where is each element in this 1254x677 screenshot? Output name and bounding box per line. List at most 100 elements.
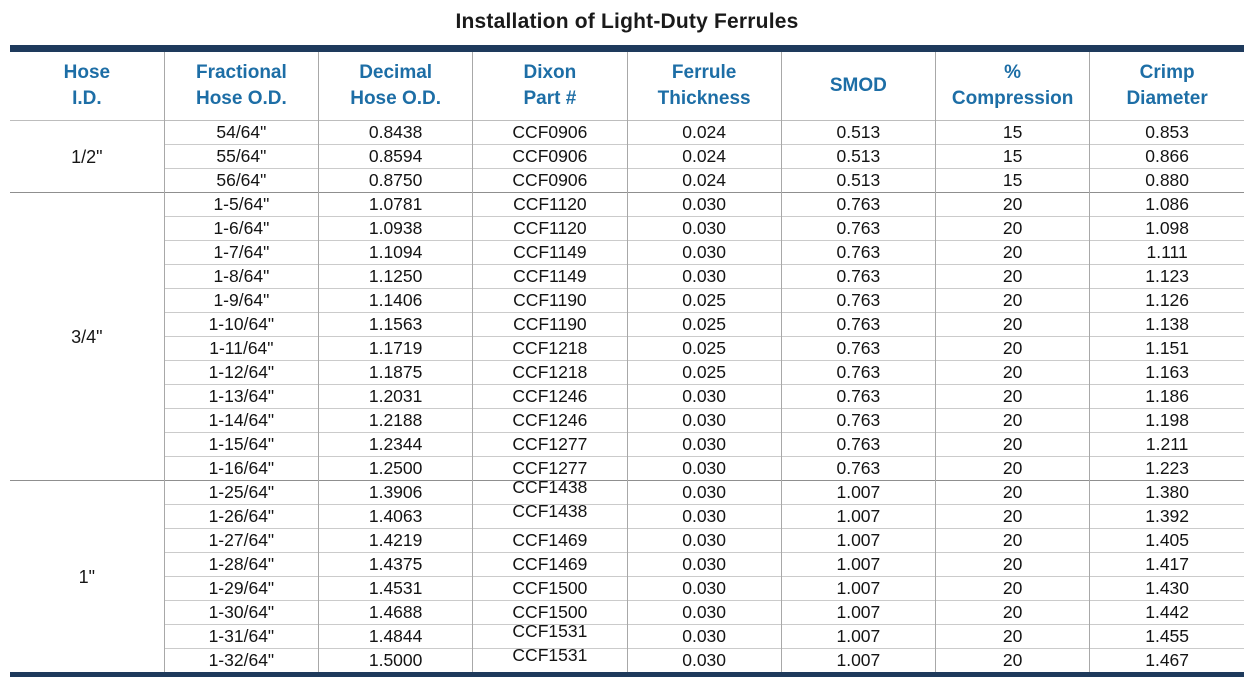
cell-fractional-hose-od: 56/64" [164, 168, 320, 193]
cell-smod: 0.763 [781, 432, 937, 457]
cell-ferrule-thickness: 0.024 [627, 144, 782, 169]
cell-crimp-diameter: 1.086 [1089, 192, 1244, 217]
cell-fractional-hose-od: 1-6/64" [164, 216, 320, 241]
cell-smod: 0.763 [781, 264, 937, 289]
cell-percent-compression: 15 [935, 120, 1091, 145]
table-row: 1-28/64" 1.4375 CCF1469 0.030 1.007 20 1.417 [10, 552, 1244, 577]
cell-smod: 1.007 [781, 552, 937, 577]
cell-ferrule-thickness: 0.030 [627, 456, 782, 481]
cell-dixon-part: CCF0906 [472, 168, 628, 193]
cell-dixon-part: CCF1469 [472, 552, 628, 577]
table-row: 1-32/64" 1.5000 CCF1531 0.030 1.007 20 1.467 [10, 648, 1244, 673]
cell-smod: 0.513 [781, 144, 937, 169]
cell-decimal-hose-od: 0.8438 [318, 120, 474, 145]
cell-ferrule-thickness: 0.030 [627, 576, 782, 601]
cell-smod: 0.763 [781, 384, 937, 409]
cell-dixon-part: CCF0906 [472, 120, 628, 145]
cell-fractional-hose-od: 1-29/64" [164, 576, 320, 601]
dixon-part-raised-text: CCF1531 [512, 648, 588, 666]
cell-ferrule-thickness: 0.024 [627, 168, 782, 193]
cell-ferrule-thickness: 0.030 [627, 552, 782, 577]
cell-fractional-hose-od: 1-12/64" [164, 360, 320, 385]
cell-decimal-hose-od: 0.8594 [318, 144, 474, 169]
cell-decimal-hose-od: 1.4531 [318, 576, 474, 601]
cell-ferrule-thickness: 0.030 [627, 384, 782, 409]
cell-smod: 1.007 [781, 576, 937, 601]
table-row: 1-15/64" 1.2344 CCF1277 0.030 0.763 20 1.211 [10, 432, 1244, 457]
cell-fractional-hose-od: 1-14/64" [164, 408, 320, 433]
cell-ferrule-thickness: 0.030 [627, 624, 782, 649]
table-row: 1-12/64" 1.1875 CCF1218 0.025 0.763 20 1.163 [10, 360, 1244, 385]
cell-smod: 1.007 [781, 624, 937, 649]
header-cell-crimp-diameter: Crimp Diameter [1126, 62, 1208, 109]
cell-dixon-part: CCF1190 [472, 312, 628, 337]
table-top-rule [10, 45, 1244, 52]
cell-percent-compression: 20 [935, 600, 1091, 625]
cell-ferrule-thickness: 0.030 [627, 216, 782, 241]
cell-fractional-hose-od: 55/64" [164, 144, 320, 169]
cell-ferrule-thickness: 0.030 [627, 528, 782, 553]
cell-decimal-hose-od: 1.2188 [318, 408, 474, 433]
cell-hose-id: 1" [10, 480, 165, 673]
cell-crimp-diameter: 1.380 [1089, 480, 1244, 505]
cell-crimp-diameter: 1.455 [1089, 624, 1244, 649]
cell-dixon-part: CCF1469 [472, 528, 628, 553]
cell-dixon-part: CCF1149 [472, 264, 628, 289]
cell-ferrule-thickness: 0.030 [627, 600, 782, 625]
dixon-part-raised-text: CCF1438 [512, 504, 588, 522]
table-row: 1-26/64" 1.4063 CCF1438 0.030 1.007 20 1.392 [10, 504, 1244, 529]
cell-crimp-diameter: 1.223 [1089, 456, 1244, 481]
table-row: 1-13/64" 1.2031 CCF1246 0.030 0.763 20 1.186 [10, 384, 1244, 409]
cell-ferrule-thickness: 0.025 [627, 360, 782, 385]
cell-smod: 1.007 [781, 648, 937, 673]
table-header: Hose I.D. Fractional Hose O.D. Decimal Hos… [10, 52, 1244, 121]
cell-fractional-hose-od: 1-7/64" [164, 240, 320, 265]
cell-percent-compression: 20 [935, 360, 1091, 385]
cell-smod: 0.763 [781, 360, 937, 385]
dixon-part-raised-text: CCF1531 [512, 624, 588, 642]
table-body: 1/2" 54/64" 0.8438 CCF0906 0.024 0.513 15 0.853… [10, 120, 1244, 673]
cell-crimp-diameter: 1.211 [1089, 432, 1244, 457]
cell-percent-compression: 20 [935, 528, 1091, 553]
cell-ferrule-thickness: 0.030 [627, 648, 782, 673]
cell-smod: 1.007 [781, 528, 937, 553]
cell-smod: 0.763 [781, 216, 937, 241]
table-row: 1" 1-25/64" 1.3906 CCF1438 0.030 1.007 20 1.380 [10, 480, 1244, 673]
cell-crimp-diameter: 1.126 [1089, 288, 1244, 313]
cell-percent-compression: 15 [935, 144, 1091, 169]
cell-decimal-hose-od: 1.4688 [318, 600, 474, 625]
cell-fractional-hose-od: 1-8/64" [164, 264, 320, 289]
cell-fractional-hose-od: 1-31/64" [164, 624, 320, 649]
cell-fractional-hose-od: 1-15/64" [164, 432, 320, 457]
table-row: 1-16/64" 1.2500 CCF1277 0.030 0.763 20 1.223 [10, 456, 1244, 481]
cell-smod: 0.763 [781, 456, 937, 481]
cell-crimp-diameter: 1.430 [1089, 576, 1244, 601]
cell-dixon-part: CCF1218 [472, 360, 628, 385]
cell-decimal-hose-od: 1.1563 [318, 312, 474, 337]
cell-dixon-part: CCF1246 [472, 408, 628, 433]
cell-percent-compression: 20 [935, 336, 1091, 361]
table-row: 55/64" 0.8594 CCF0906 0.024 0.513 15 0.866 [10, 144, 1244, 169]
table-row: 1-11/64" 1.1719 CCF1218 0.025 0.763 20 1.151 [10, 336, 1244, 361]
cell-decimal-hose-od: 1.0781 [318, 192, 474, 217]
cell-crimp-diameter: 1.186 [1089, 384, 1244, 409]
cell-dixon-part: CCF1120 [472, 192, 628, 217]
table-row: 1-14/64" 1.2188 CCF1246 0.030 0.763 20 1.198 [10, 408, 1244, 433]
cell-fractional-hose-od: 1-16/64" [164, 456, 320, 481]
header-cell-smod: SMOD [781, 52, 937, 121]
cell-crimp-diameter: 1.138 [1089, 312, 1244, 337]
cell-percent-compression: 20 [935, 216, 1091, 241]
cell-smod: 0.763 [781, 192, 937, 217]
cell-dixon-part: CCF1149 [472, 240, 628, 265]
cell-dixon-part: CCF1120 [472, 216, 628, 241]
header-cell-ferrule-thickness: Ferrule Thickness [627, 52, 782, 121]
cell-percent-compression: 20 [935, 192, 1091, 217]
cell-ferrule-thickness: 0.030 [627, 480, 782, 505]
table-row: 1-29/64" 1.4531 CCF1500 0.030 1.007 20 1.430 [10, 576, 1244, 601]
cell-crimp-diameter: 0.880 [1089, 168, 1244, 193]
cell-percent-compression: 20 [935, 624, 1091, 649]
cell-fractional-hose-od: 1-13/64" [164, 384, 320, 409]
cell-ferrule-thickness: 0.030 [627, 192, 782, 217]
cell-percent-compression: 20 [935, 240, 1091, 265]
